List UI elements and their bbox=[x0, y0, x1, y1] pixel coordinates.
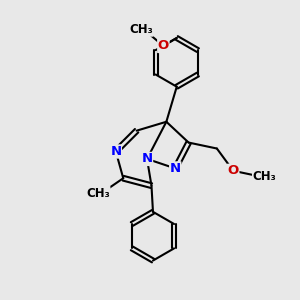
Text: O: O bbox=[158, 40, 169, 52]
Text: CH₃: CH₃ bbox=[129, 23, 153, 36]
Text: N: N bbox=[142, 152, 153, 165]
Text: CH₃: CH₃ bbox=[86, 187, 110, 200]
Text: O: O bbox=[228, 164, 239, 177]
Text: N: N bbox=[110, 145, 122, 158]
Text: N: N bbox=[170, 162, 181, 175]
Text: CH₃: CH₃ bbox=[253, 170, 276, 183]
